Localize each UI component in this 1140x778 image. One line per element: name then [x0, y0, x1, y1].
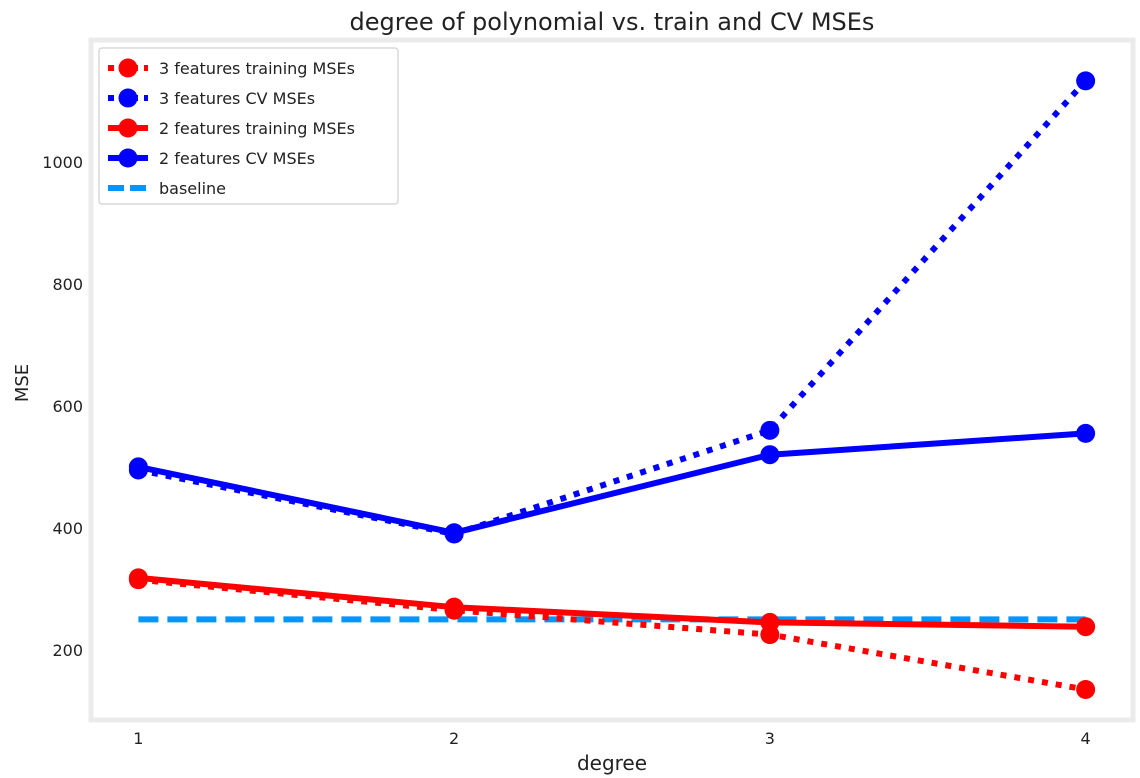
series-line — [137, 430, 1086, 536]
y-tick-label: 600 — [52, 397, 83, 416]
legend-marker — [118, 58, 138, 78]
x-tick-label: 2 — [449, 729, 459, 748]
y-axis-label: MSE — [12, 364, 33, 402]
legend: 3 features training MSEs 3 features CV MS… — [98, 47, 399, 205]
legend-label: 3 features training MSEs — [159, 59, 355, 78]
data-point — [760, 445, 780, 465]
legend-label: 2 features training MSEs — [159, 119, 355, 138]
legend-item: 2 features CV MSEs — [108, 148, 315, 168]
legend-frame — [98, 47, 399, 205]
data-point — [1076, 617, 1096, 637]
legend-label: 3 features CV MSEs — [159, 89, 315, 108]
legend-item: 2 features training MSEs — [108, 118, 355, 138]
legend-item: baseline — [108, 179, 226, 198]
data-point — [128, 457, 148, 477]
legend-items: 3 features training MSEs 3 features CV MS… — [108, 58, 355, 198]
y-tick-label: 800 — [52, 275, 83, 294]
data-point — [128, 568, 148, 588]
legend-marker — [118, 88, 138, 108]
y-tick-label: 1000 — [42, 153, 83, 172]
x-axis-ticks: 1 2 3 4 — [133, 729, 1090, 748]
series-line — [138, 574, 1086, 630]
series-2-features-training-mses — [128, 568, 1096, 637]
legend-item: 3 features CV MSEs — [108, 88, 315, 108]
legend-label: baseline — [159, 179, 226, 198]
series-2-features-cv-mses — [128, 423, 1096, 543]
x-axis-label: degree — [577, 751, 647, 775]
x-tick-label: 4 — [1081, 729, 1091, 748]
data-point — [760, 612, 780, 632]
y-axis-ticks: 200 400 600 800 1000 — [42, 153, 83, 660]
series-layer — [128, 71, 1096, 700]
data-point — [760, 420, 780, 440]
x-tick-label: 3 — [765, 729, 775, 748]
data-point — [1076, 423, 1096, 443]
legend-marker — [118, 118, 138, 138]
data-point — [444, 523, 464, 543]
data-point — [444, 597, 464, 617]
legend-item: 3 features training MSEs — [108, 58, 355, 78]
data-point — [1076, 680, 1096, 700]
legend-label: 2 features CV MSEs — [159, 149, 315, 168]
y-tick-label: 400 — [52, 519, 83, 538]
legend-marker — [118, 148, 138, 168]
data-point — [1076, 71, 1096, 91]
y-tick-label: 200 — [52, 641, 83, 660]
chart-title: degree of polynomial vs. train and CV MS… — [350, 8, 875, 36]
x-tick-label: 1 — [133, 729, 143, 748]
